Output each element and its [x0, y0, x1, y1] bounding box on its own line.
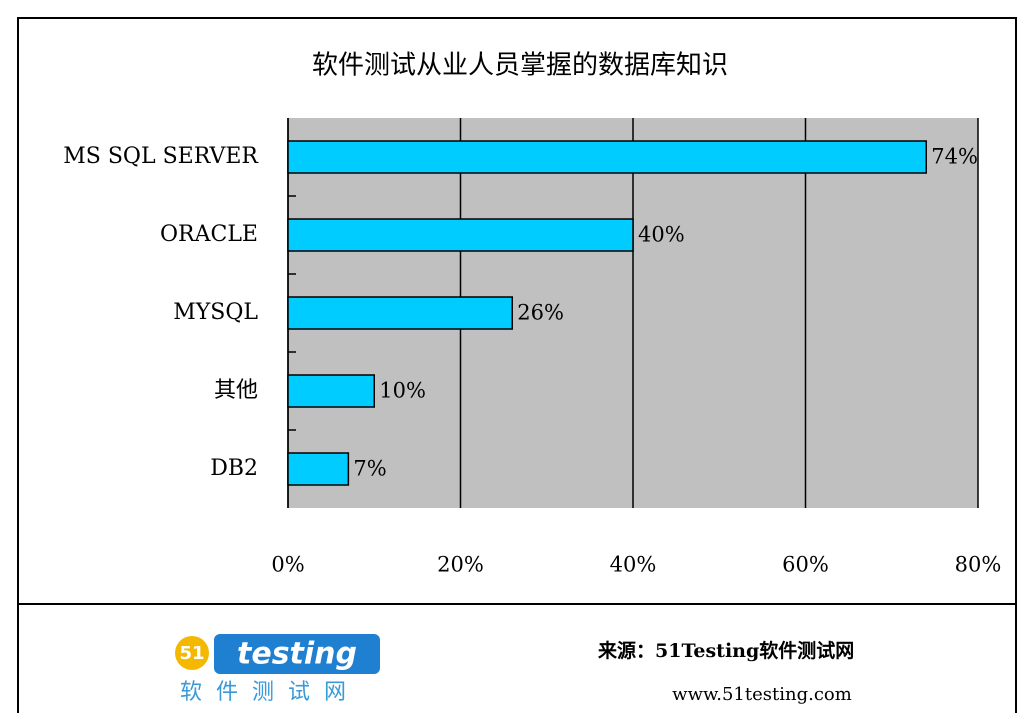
value-label: 74%	[931, 145, 978, 169]
value-label: 26%	[517, 301, 564, 325]
y-tick-label: MYSQL	[173, 300, 258, 325]
x-tick-label: 40%	[610, 553, 657, 577]
source: 来源：51Testing软件测试网	[598, 639, 854, 662]
bar	[287, 296, 513, 330]
x-tick-label: 0%	[271, 553, 304, 577]
source-url: www.51testing.com	[672, 684, 852, 705]
y-tick-label: ORACLE	[160, 222, 258, 247]
logo-subtitle: 软件测试网	[180, 680, 360, 705]
bar	[287, 218, 634, 252]
y-tick-label: MS SQL SERVER	[63, 144, 259, 169]
bar	[287, 374, 375, 408]
x-tick-label: 80%	[955, 553, 1002, 577]
logo: 51 testing 软件测试网	[175, 634, 380, 705]
logo-badge-bg	[175, 636, 209, 670]
value-label: 40%	[638, 223, 685, 247]
logo-name: testing	[237, 637, 357, 672]
value-label: 10%	[379, 379, 426, 403]
x-tick-label: 60%	[782, 553, 829, 577]
value-label: 7%	[353, 457, 386, 481]
y-tick-label: DB2	[210, 456, 258, 481]
y-tick-label: 其他	[214, 378, 258, 403]
chart-title: 软件测试从业人员掌握的数据库知识	[312, 51, 728, 81]
x-tick-label: 20%	[437, 553, 484, 577]
logo-badge: 51	[179, 643, 204, 664]
bar	[287, 452, 350, 486]
bar	[287, 140, 927, 174]
logo-name-bg	[214, 634, 380, 674]
